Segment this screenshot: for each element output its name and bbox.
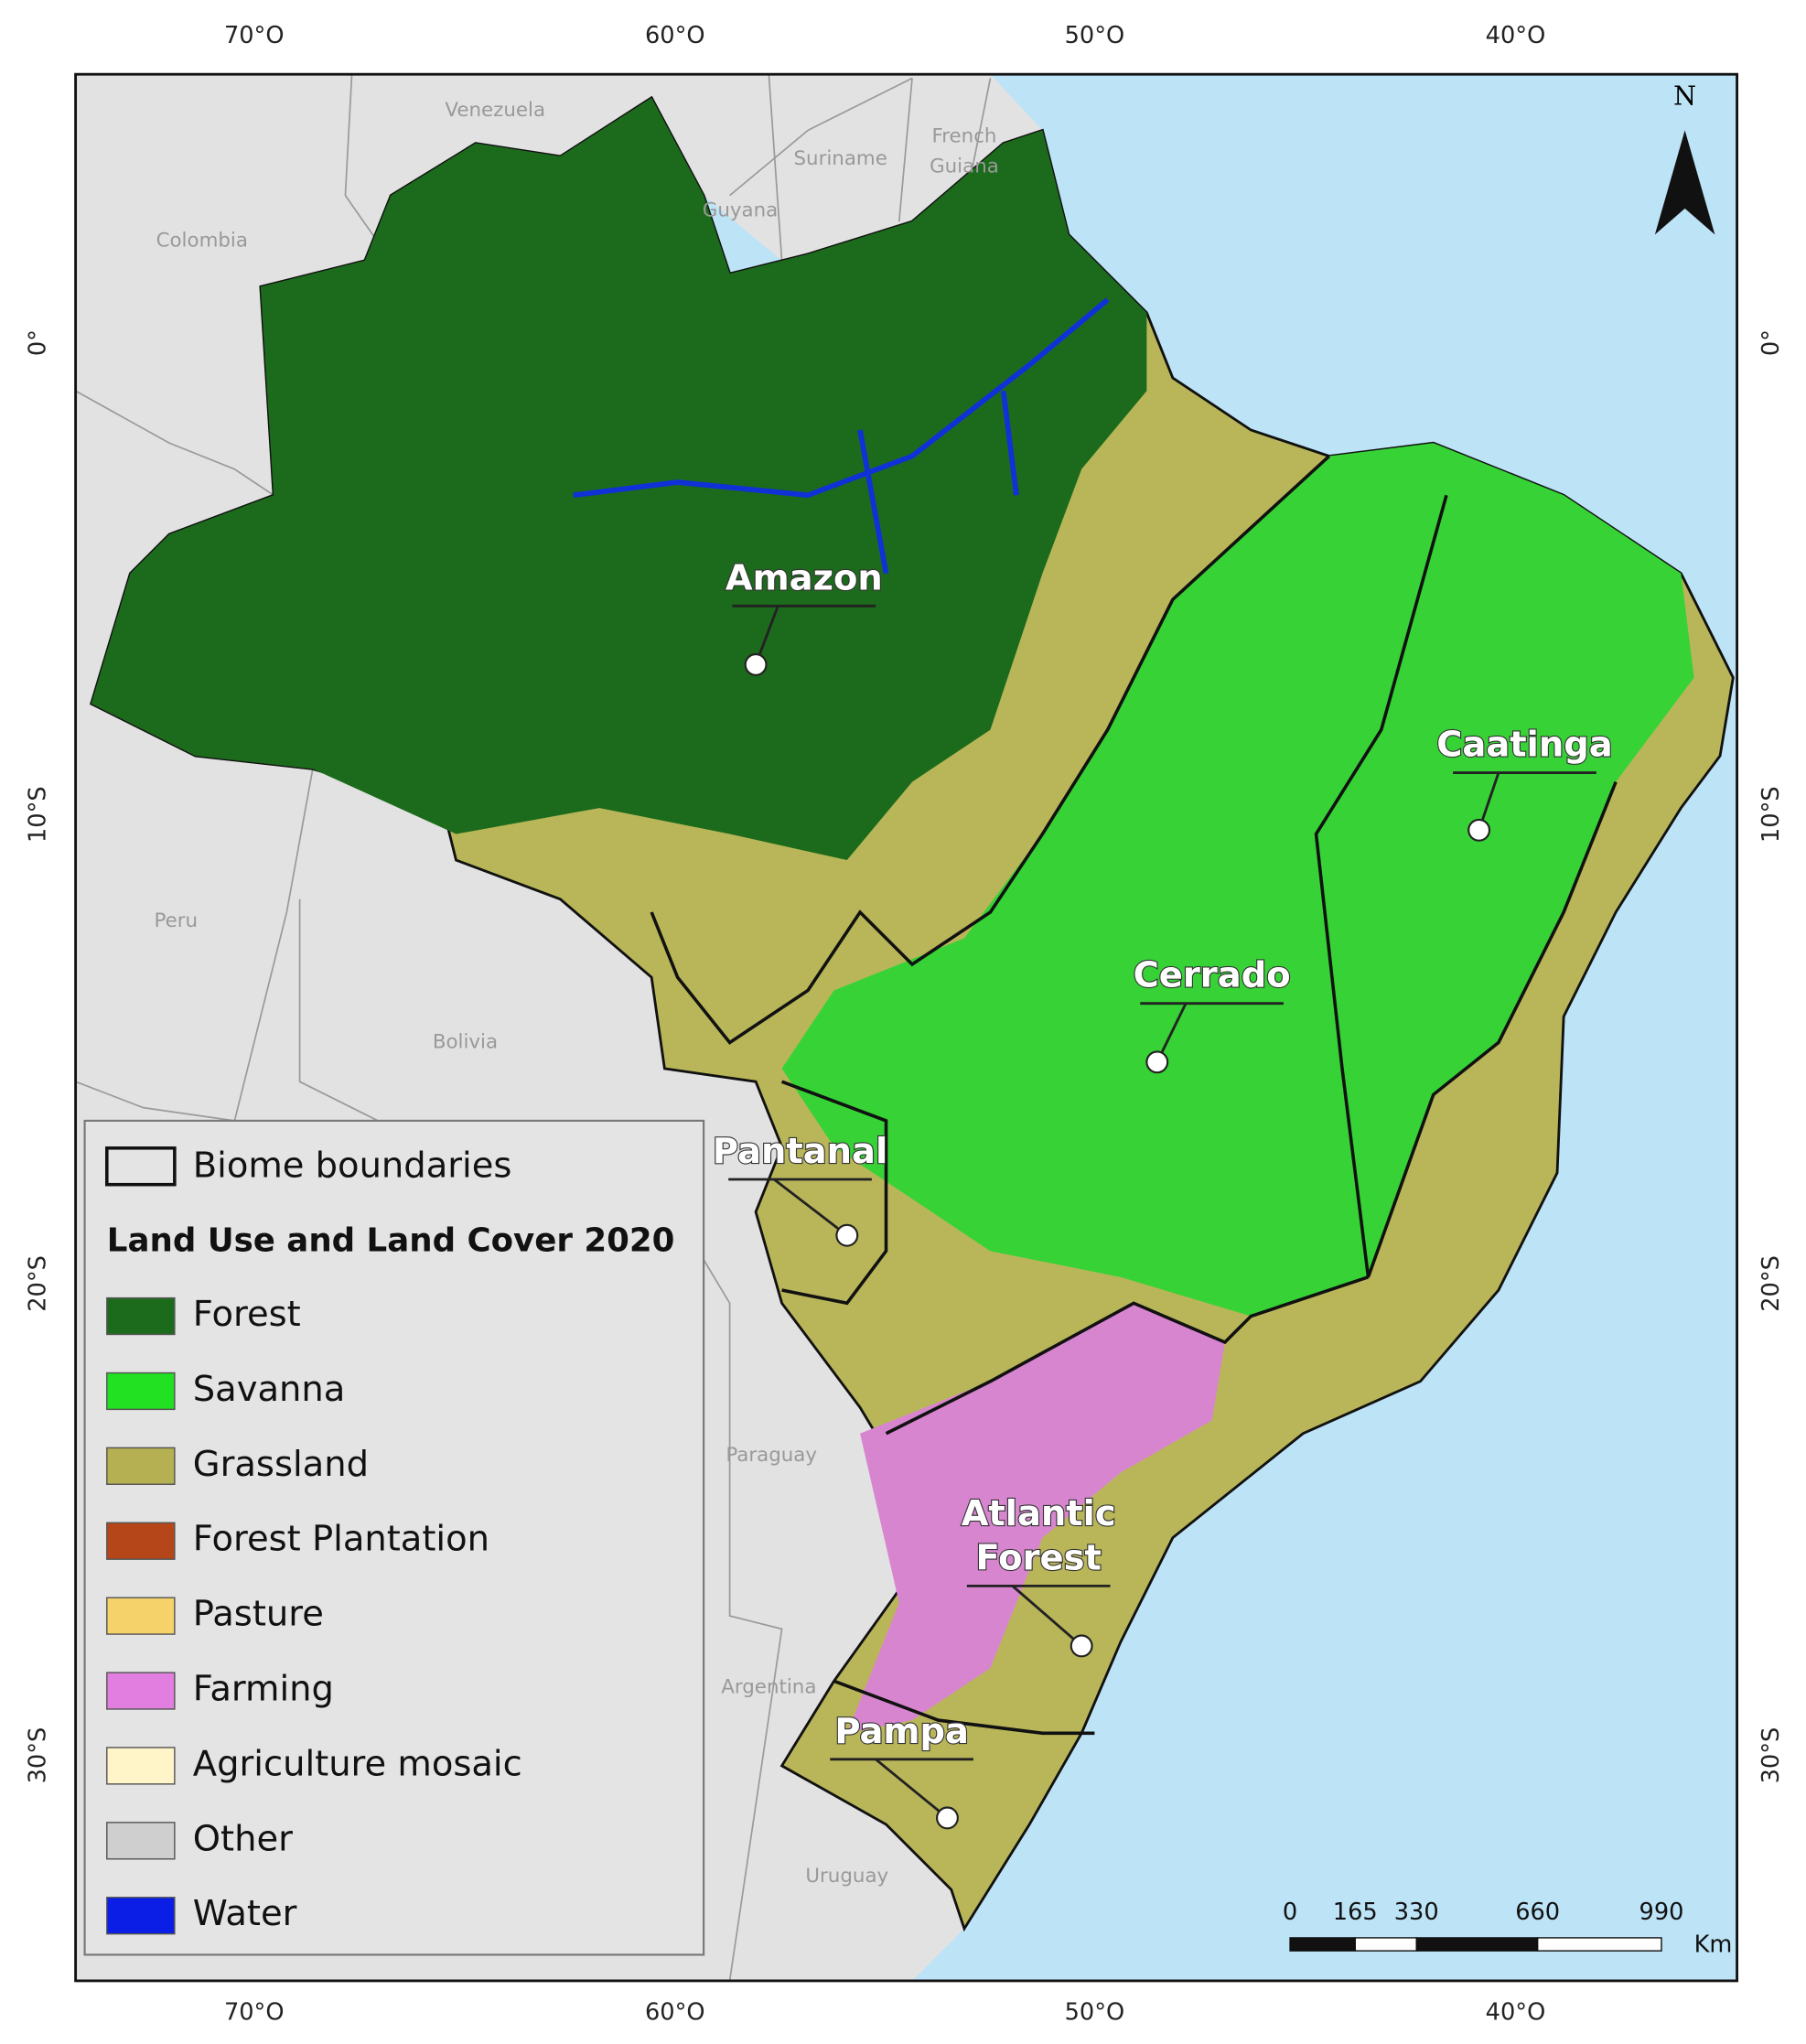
legend-swatch [106, 1597, 176, 1635]
lat-label: 30°S [1758, 1727, 1785, 1784]
scale-label: 330 [1394, 1899, 1439, 1926]
scale-bar [1289, 1937, 1662, 1952]
biome-marker [1070, 1634, 1093, 1658]
north-label: N [1673, 81, 1696, 111]
country-label: Guiana [930, 155, 999, 178]
biome-label: Caatinga [1436, 725, 1612, 766]
rivers [573, 297, 1110, 575]
biome-marker [1145, 1050, 1169, 1074]
lon-label: 70°O [224, 1999, 285, 2027]
lon-label: 60°O [645, 22, 705, 49]
lat-label: 10°S [1758, 786, 1785, 843]
legend-boundary: Biome boundaries [193, 1146, 512, 1187]
biome-marker [936, 1806, 959, 1830]
legend-label: Pasture [193, 1594, 324, 1635]
biome-boundaries [650, 455, 1618, 1736]
biome-label: Atlantic [962, 1493, 1116, 1534]
savanna-area [781, 443, 1694, 1317]
lat-label: 10°S [25, 786, 52, 843]
country-label: Argentina [721, 1675, 816, 1698]
lat-label: 30°S [25, 1727, 52, 1784]
scale-label: 0 [1283, 1899, 1297, 1926]
lon-label: 50°O [1065, 1999, 1125, 2027]
legend-swatch [106, 1747, 176, 1785]
legend-swatch [106, 1296, 176, 1336]
legend-label: Water [193, 1893, 297, 1934]
legend-swatch [106, 1672, 176, 1710]
scale-label: 990 [1639, 1899, 1684, 1926]
map-body: N Biome boundaries Land Use and Land Cov… [25, 22, 1785, 2027]
lon-label: 70°O [224, 22, 285, 49]
country-label: Paraguay [726, 1444, 817, 1467]
farming-area [846, 1303, 1225, 1734]
legend-label: Farming [193, 1669, 334, 1710]
lon-label: 40°O [1486, 1999, 1546, 2027]
legend-label: Other [193, 1818, 293, 1859]
biome-label: Cerrado [1134, 955, 1291, 996]
country-label: Guyana [703, 199, 778, 222]
biome-marker [835, 1223, 859, 1247]
lat-label: 20°S [1758, 1255, 1785, 1312]
lat-label: 20°S [25, 1255, 52, 1312]
lon-label: 60°O [645, 1999, 705, 2027]
legend-label: Savanna [193, 1369, 346, 1410]
legend-swatch [106, 1372, 176, 1411]
country-label: French [931, 125, 996, 148]
biome-label: Amazon [726, 557, 883, 598]
boundary-swatch [105, 1146, 177, 1187]
scale-label: 165 [1333, 1899, 1378, 1926]
legend-label: Grassland [193, 1444, 369, 1485]
legend [83, 1119, 705, 1956]
country-label: Bolivia [433, 1030, 498, 1053]
country-label: Colombia [156, 229, 248, 252]
legend-swatch [106, 1522, 176, 1560]
scale-unit: Km [1694, 1931, 1733, 1958]
frame [74, 72, 1739, 1983]
forest-area [91, 97, 1147, 861]
biome-marker [1467, 818, 1491, 842]
biome-label: Pantanal [713, 1131, 887, 1172]
country-label: Venezuela [445, 99, 545, 122]
legend-swatch [106, 1447, 176, 1485]
legend-swatch [106, 1822, 176, 1860]
leader-line [773, 1178, 848, 1237]
leader-line [1011, 1585, 1083, 1647]
north-arrow [1654, 130, 1715, 235]
lon-label: 50°O [1065, 22, 1125, 49]
biome-label: Pampa [834, 1711, 969, 1752]
country-label: Suriname [793, 147, 887, 170]
leader-line [875, 1758, 949, 1820]
country-label: Peru [154, 909, 198, 932]
legend-swatch [106, 1897, 176, 1935]
legend-label: Forest Plantation [193, 1519, 489, 1560]
legend-label: Forest [193, 1294, 301, 1335]
lat-label: 0° [1758, 329, 1785, 356]
lon-label: 40°O [1486, 22, 1546, 49]
biome-marker [744, 652, 768, 676]
country-label: Uruguay [805, 1865, 888, 1888]
legend-label: Agriculture mosaic [193, 1743, 522, 1784]
biome-label: Forest [975, 1537, 1101, 1578]
lat-label: 0° [25, 329, 52, 356]
legend-title: Land Use and Land Cover 2020 [107, 1221, 675, 1259]
scale-label: 660 [1515, 1899, 1560, 1926]
